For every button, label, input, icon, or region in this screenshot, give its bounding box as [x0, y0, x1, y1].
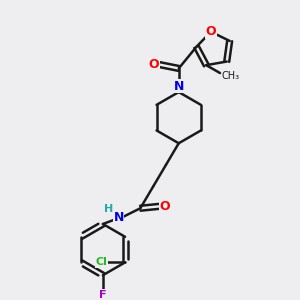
- Text: F: F: [99, 290, 107, 300]
- Text: O: O: [206, 25, 216, 38]
- Text: CH₃: CH₃: [222, 71, 240, 81]
- Text: Cl: Cl: [95, 257, 107, 267]
- Text: N: N: [173, 80, 184, 93]
- Text: O: O: [160, 200, 170, 213]
- Text: O: O: [149, 58, 159, 71]
- Text: H: H: [104, 204, 113, 214]
- Text: N: N: [113, 211, 124, 224]
